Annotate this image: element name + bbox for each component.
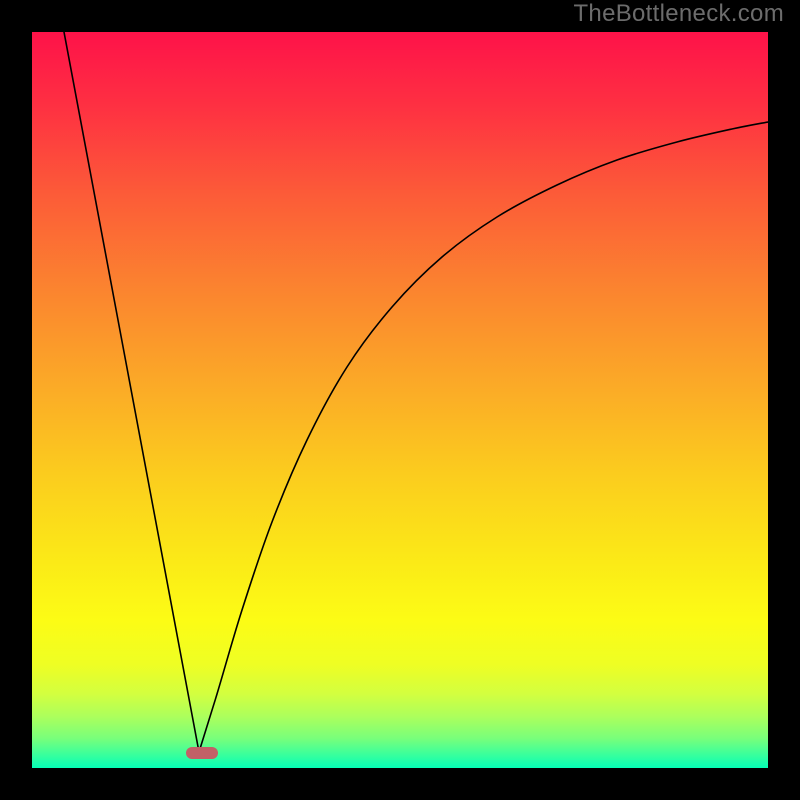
chart-container: TheBottleneck.com <box>0 0 800 800</box>
minimum-marker <box>186 747 218 759</box>
plot-background-gradient <box>32 32 768 768</box>
bottleneck-chart <box>0 0 800 800</box>
watermark-text: TheBottleneck.com <box>573 0 784 28</box>
